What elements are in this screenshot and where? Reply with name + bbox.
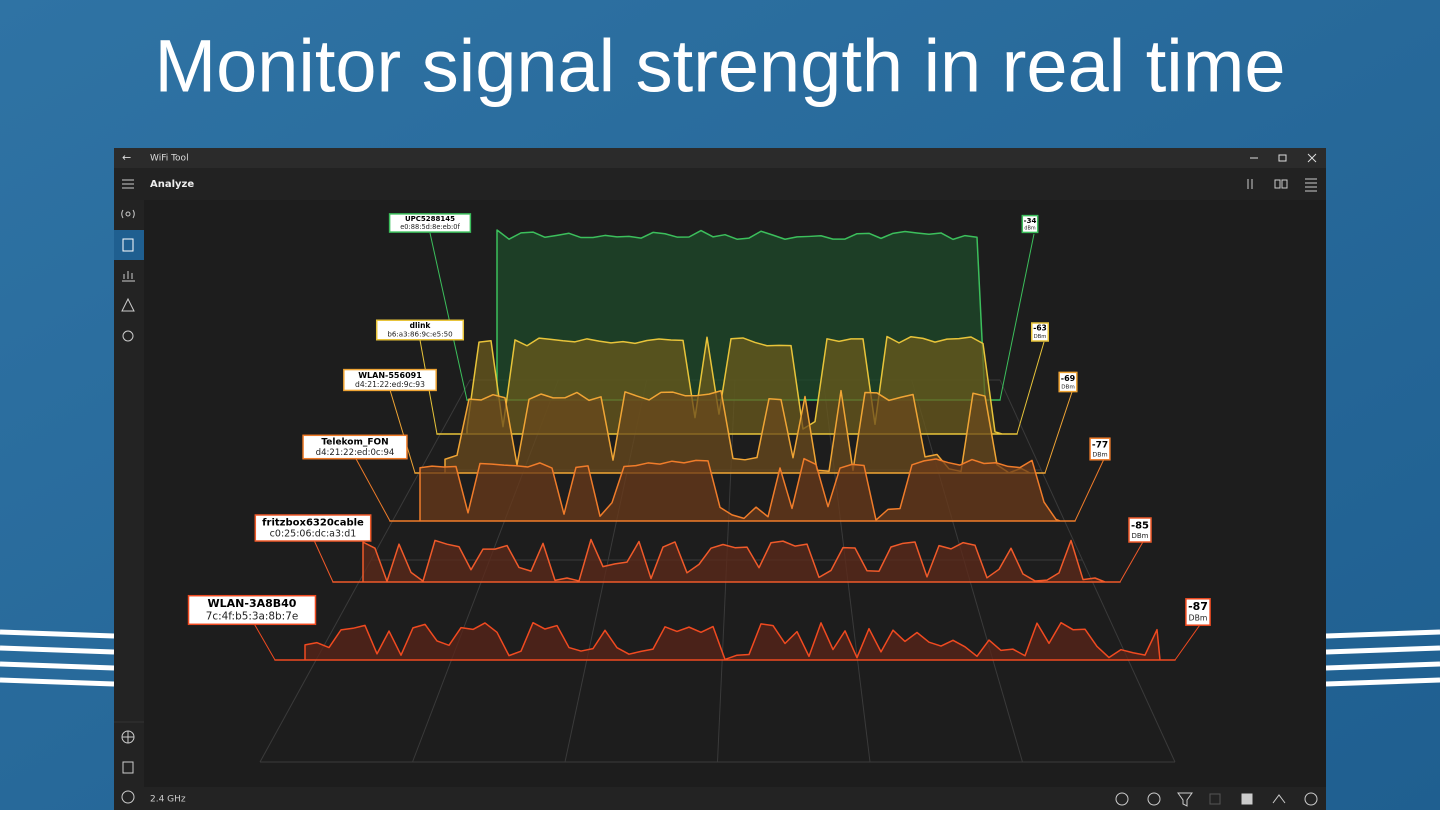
leader-line xyxy=(312,537,334,583)
leader-line xyxy=(1074,458,1105,522)
network-ssid: Telekom_FON xyxy=(321,438,388,448)
network-ssid: WLAN-556091 xyxy=(358,371,422,380)
back-button[interactable]: ← xyxy=(122,151,131,164)
leader-line xyxy=(354,456,391,522)
network-label-box xyxy=(254,514,372,542)
header-bar xyxy=(114,168,1326,200)
dbm-box xyxy=(1058,371,1078,393)
network-mac: d4:21:22:ed:0c:94 xyxy=(316,448,395,458)
headline: Monitor signal strength in real time xyxy=(154,25,1285,108)
leader-line xyxy=(389,389,416,474)
leader-line xyxy=(429,232,468,401)
floor-line xyxy=(999,379,1176,763)
dbm-unit: DBm xyxy=(1034,334,1047,340)
dbm-box xyxy=(1031,322,1049,342)
dbm-box xyxy=(1021,214,1039,234)
sidebar xyxy=(114,200,144,810)
network-mac: 7c:4f:b5:3a:8b:7e xyxy=(206,611,299,623)
dbm-box xyxy=(1089,437,1111,461)
leader-line xyxy=(1044,391,1073,474)
network-ssid: dlink xyxy=(410,321,432,330)
bottom-icons[interactable] xyxy=(1115,792,1318,807)
dbm-box xyxy=(1128,517,1152,543)
leader-line xyxy=(1119,539,1145,583)
signal-area xyxy=(332,538,1121,583)
network-ssid: WLAN-3A8B40 xyxy=(208,597,297,610)
network-ssid: UPC5288145 xyxy=(405,215,455,223)
leader-line xyxy=(1174,621,1203,661)
dbm-unit: dBm xyxy=(1024,226,1035,232)
dbm-value: -34 xyxy=(1024,217,1037,225)
dbm-value: -63 xyxy=(1033,324,1047,333)
dbm-value: -85 xyxy=(1131,521,1149,532)
network-ssid: fritzbox6320cable xyxy=(262,518,364,529)
dbm-value: -77 xyxy=(1092,440,1108,450)
dbm-unit: DBm xyxy=(1189,614,1208,623)
title-bar xyxy=(114,148,1326,168)
page-heading: Analyze xyxy=(150,179,194,190)
network-label-box xyxy=(187,594,317,626)
status-bar xyxy=(144,787,1326,810)
dbm-unit: DBm xyxy=(1092,451,1107,458)
leader-line xyxy=(1016,341,1045,435)
network-label-box xyxy=(375,319,465,341)
network-mac: c0:25:06:dc:a3:d1 xyxy=(270,529,357,540)
network-mac: e0:88:5d:8e:eb:0f xyxy=(400,223,460,231)
sidebar-selected xyxy=(114,230,144,260)
network-mac: d4:21:22:ed:9c:93 xyxy=(355,380,425,389)
band-label: 2.4 GHz xyxy=(150,795,186,805)
network-label-box xyxy=(302,434,408,460)
network-label-box xyxy=(388,213,472,233)
stripes xyxy=(0,629,1440,687)
leader-line xyxy=(999,233,1035,401)
sidebar-icons[interactable] xyxy=(121,209,135,804)
dbm-value: -69 xyxy=(1061,374,1076,383)
network-mac: b6:a3:86:9c:e5:50 xyxy=(387,330,453,339)
dbm-unit: DBm xyxy=(1061,384,1075,390)
dbm-unit: DBm xyxy=(1131,532,1148,540)
dbm-value: -87 xyxy=(1188,600,1208,613)
signal-area xyxy=(389,457,1076,522)
window-title: WiFi Tool xyxy=(150,154,189,164)
window-controls[interactable] xyxy=(1250,153,1317,163)
dbm-box xyxy=(1185,598,1211,626)
menu-button[interactable] xyxy=(122,179,134,189)
signal-area xyxy=(274,621,1176,661)
toolbar-icons[interactable] xyxy=(1247,178,1317,192)
leader-line xyxy=(251,619,276,661)
network-label-box xyxy=(343,368,437,392)
